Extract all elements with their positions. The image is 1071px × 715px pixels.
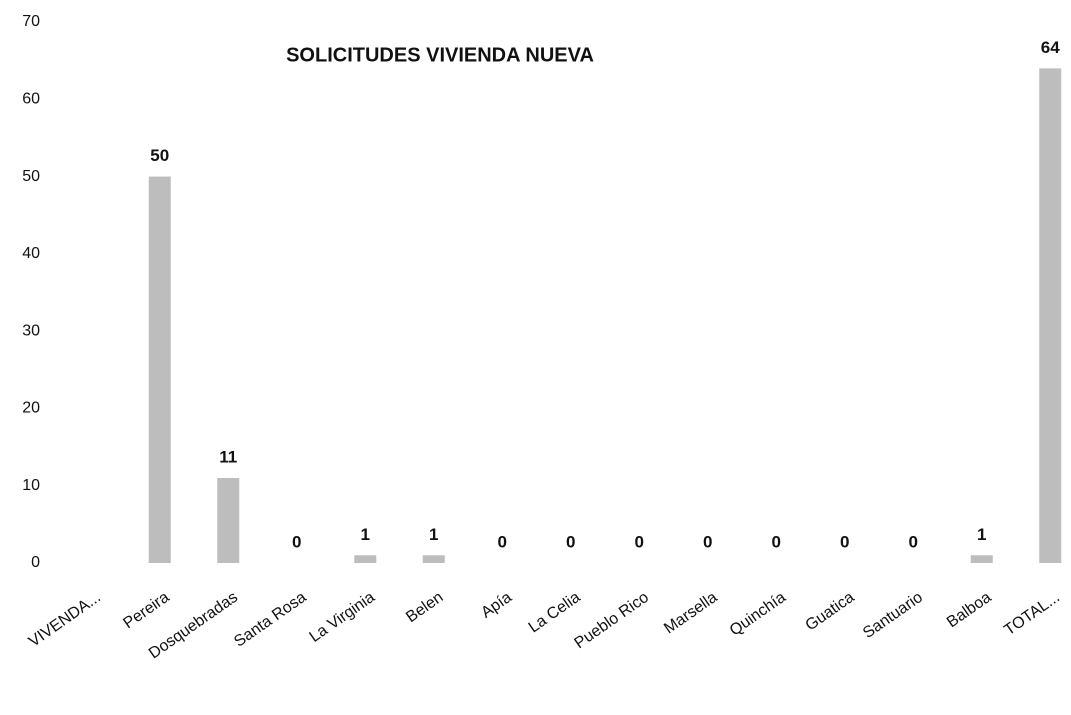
y-tick-label: 0 — [31, 554, 40, 571]
value-label: 0 — [292, 532, 301, 551]
bar — [970, 555, 993, 563]
x-tick-label: Pueblo Rico — [572, 589, 653, 652]
value-label: 0 — [772, 532, 781, 551]
x-tick-label: TOTAL... — [1001, 589, 1063, 639]
value-label: 1 — [977, 525, 986, 544]
x-tick-label: Quinchía — [727, 589, 789, 640]
value-label: 0 — [498, 532, 507, 551]
value-label: 50 — [150, 146, 169, 165]
value-label: 0 — [635, 532, 644, 551]
value-label: 11 — [219, 447, 237, 466]
value-label: 1 — [361, 525, 370, 544]
y-tick-label: 10 — [22, 477, 40, 494]
y-tick-label: 70 — [22, 13, 40, 30]
x-tick-label: Santa Rosa — [231, 589, 309, 651]
y-tick-label: 20 — [22, 400, 40, 417]
x-tick-label: Guatica — [803, 589, 858, 635]
bar — [422, 555, 445, 563]
bar — [1039, 68, 1062, 563]
x-tick-label: La Virginia — [307, 589, 379, 646]
value-label: 0 — [703, 532, 712, 551]
bar — [354, 555, 377, 563]
y-tick-label: 50 — [22, 168, 40, 185]
x-tick-label: La Celia — [526, 589, 584, 637]
x-tick-label: Pereira — [120, 589, 172, 633]
bar — [148, 176, 171, 564]
x-tick-label: Marsella — [661, 589, 720, 638]
value-label: 0 — [840, 532, 849, 551]
x-tick-label: Apía — [478, 589, 515, 622]
y-tick-label: 40 — [22, 245, 40, 262]
x-tick-label: Balboa — [944, 589, 995, 632]
chart-title: SOLICITUDES VIVIENDA NUEVA — [286, 44, 594, 66]
x-tick-label: Santuario — [860, 589, 926, 642]
x-tick-label: VIVENDA... — [26, 589, 104, 651]
value-label: 64 — [1041, 38, 1060, 57]
value-label: 0 — [566, 532, 575, 551]
x-tick-label: Belen — [403, 589, 446, 626]
bar — [217, 477, 240, 563]
y-tick-label: 30 — [22, 322, 40, 339]
value-label: 0 — [909, 532, 918, 551]
y-tick-label: 60 — [22, 91, 40, 108]
value-label: 1 — [429, 525, 438, 544]
